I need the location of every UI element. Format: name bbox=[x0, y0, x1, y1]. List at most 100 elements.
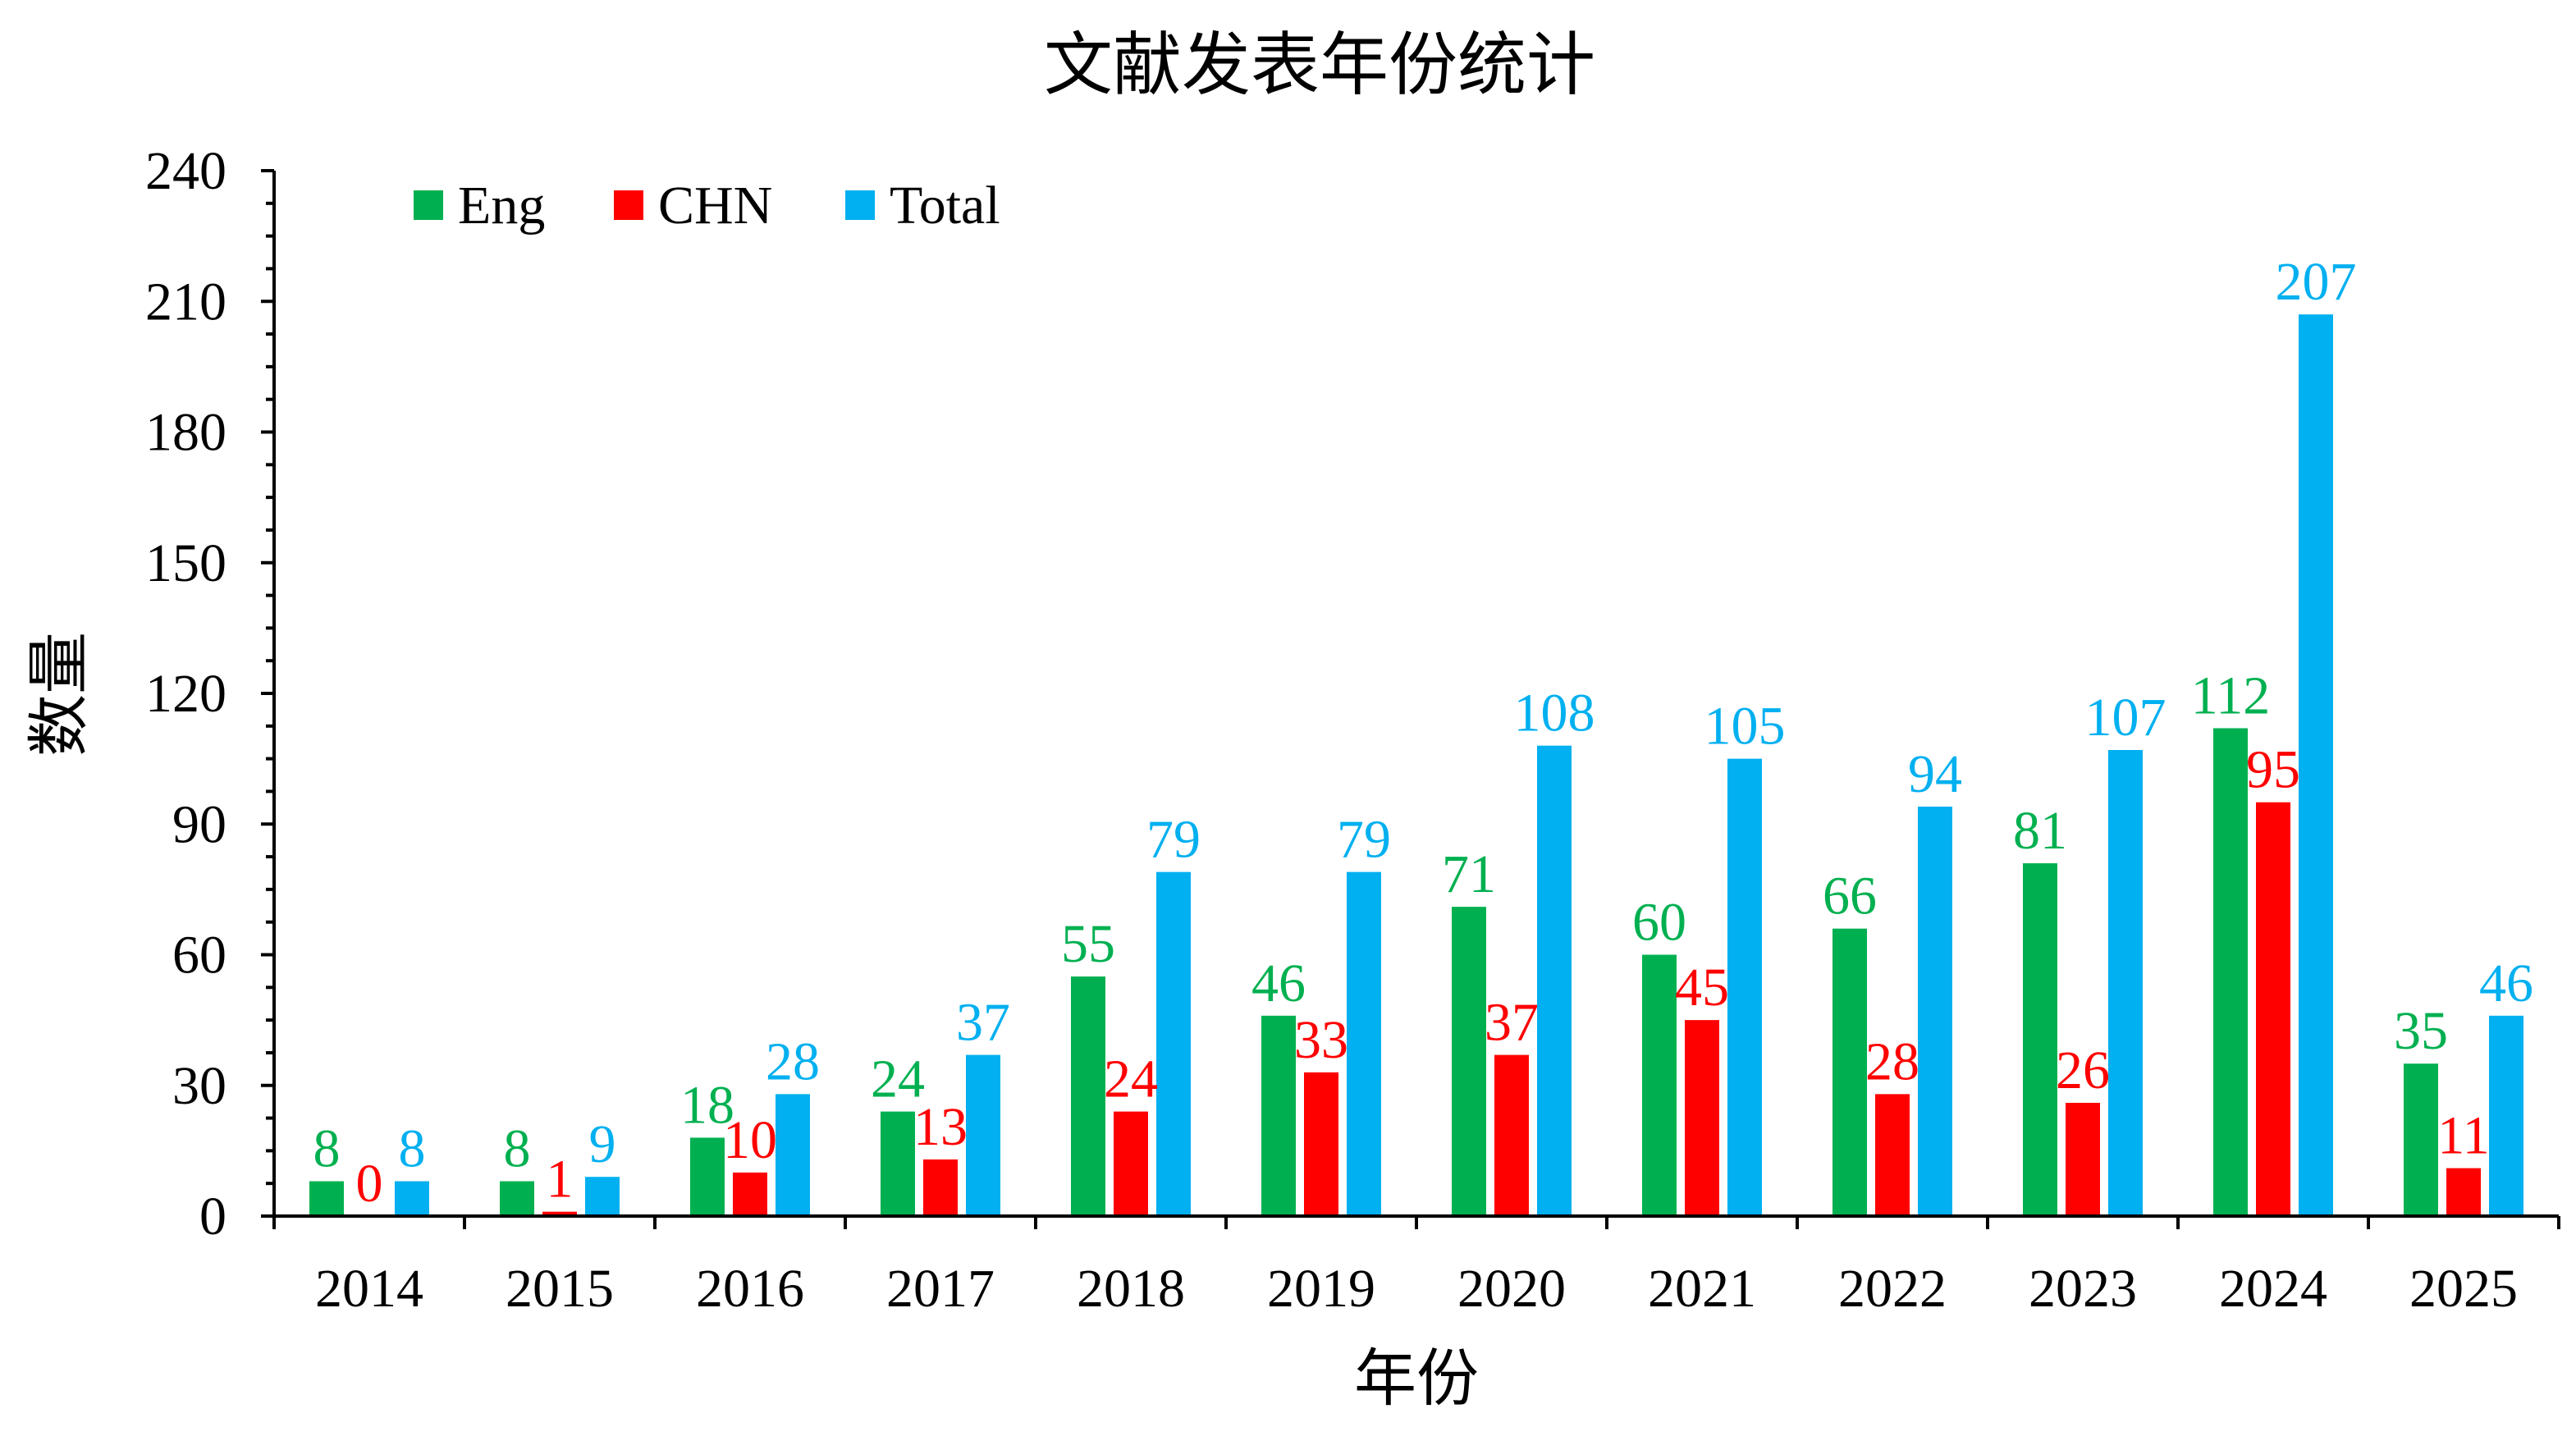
bar-eng-2015 bbox=[500, 1181, 534, 1216]
x-tick-label-2015: 2015 bbox=[506, 1259, 614, 1319]
x-tick-label-2019: 2019 bbox=[1267, 1259, 1375, 1319]
x-tick-label-2025: 2025 bbox=[2409, 1259, 2518, 1319]
data-label-eng-2024: 112 bbox=[2191, 665, 2271, 725]
bar-eng-2021 bbox=[1642, 954, 1677, 1216]
bar-total-2021 bbox=[1727, 758, 1762, 1216]
bar-eng-2020 bbox=[1452, 907, 1486, 1216]
bar-chn-2017 bbox=[923, 1159, 958, 1216]
x-tick-label-2014: 2014 bbox=[315, 1259, 423, 1319]
bar-eng-2016 bbox=[690, 1137, 725, 1216]
y-tick-label-120: 120 bbox=[145, 664, 226, 724]
data-label-eng-2018: 55 bbox=[1061, 914, 1115, 974]
bars bbox=[309, 314, 2523, 1216]
data-label-chn-2021: 45 bbox=[1675, 958, 1729, 1018]
bar-chn-2024 bbox=[2256, 802, 2290, 1216]
data-label-eng-2014: 8 bbox=[313, 1119, 341, 1179]
data-label-total-2017: 37 bbox=[956, 993, 1010, 1053]
data-label-chn-2014: 0 bbox=[356, 1154, 383, 1214]
chart-title: 文献发表年份统计 bbox=[1044, 28, 1595, 104]
data-label-chn-2015: 1 bbox=[547, 1150, 574, 1210]
y-tick-label-180: 180 bbox=[145, 403, 226, 463]
bar-total-2024 bbox=[2299, 314, 2333, 1216]
x-tick-label-2016: 2016 bbox=[696, 1259, 804, 1319]
bar-chn-2025 bbox=[2446, 1168, 2481, 1216]
x-tick-label-2017: 2017 bbox=[886, 1259, 995, 1319]
legend-swatch-eng bbox=[414, 190, 443, 220]
y-tick-label-0: 0 bbox=[199, 1187, 226, 1246]
data-label-eng-2016: 18 bbox=[680, 1075, 734, 1135]
bar-eng-2022 bbox=[1832, 928, 1867, 1216]
data-label-chn-2022: 28 bbox=[1865, 1031, 1919, 1091]
bar-eng-2018 bbox=[1071, 976, 1105, 1216]
bar-chn-2023 bbox=[2066, 1102, 2100, 1216]
bar-eng-2025 bbox=[2404, 1063, 2438, 1216]
y-ticks: 0 30 60 90 120 150 180 210 240 bbox=[145, 141, 274, 1246]
bar-total-2019 bbox=[1347, 871, 1381, 1216]
legend-label-total: Total bbox=[890, 176, 1000, 236]
bar-chn-2019 bbox=[1304, 1072, 1338, 1216]
data-label-chn-2024: 95 bbox=[2246, 740, 2300, 800]
data-label-chn-2025: 11 bbox=[2437, 1106, 2490, 1166]
y-tick-label-60: 60 bbox=[172, 926, 226, 986]
bar-chn-2018 bbox=[1114, 1111, 1148, 1216]
data-label-total-2018: 79 bbox=[1146, 810, 1201, 870]
bar-eng-2024 bbox=[2213, 728, 2248, 1216]
data-label-chn-2018: 24 bbox=[1104, 1050, 1158, 1109]
bar-total-2015 bbox=[585, 1177, 620, 1216]
legend-swatch-total bbox=[845, 190, 875, 220]
bar-eng-2019 bbox=[1261, 1015, 1296, 1216]
data-label-total-2025: 46 bbox=[2479, 954, 2533, 1013]
data-label-total-2022: 94 bbox=[1908, 744, 1962, 804]
bar-total-2025 bbox=[2489, 1015, 2523, 1216]
x-tick-label-2021: 2021 bbox=[1648, 1259, 1756, 1319]
data-label-total-2019: 79 bbox=[1337, 810, 1391, 870]
bar-total-2023 bbox=[2108, 750, 2143, 1216]
legend-label-eng: Eng bbox=[458, 176, 545, 236]
data-label-eng-2021: 60 bbox=[1632, 893, 1686, 953]
y-tick-label-90: 90 bbox=[172, 794, 226, 854]
bar-chn-2022 bbox=[1875, 1094, 1910, 1216]
data-label-eng-2025: 35 bbox=[2394, 1001, 2448, 1061]
y-tick-label-210: 210 bbox=[145, 272, 226, 332]
data-label-chn-2023: 26 bbox=[2056, 1040, 2110, 1100]
data-label-total-2015: 9 bbox=[589, 1114, 616, 1174]
y-tick-label-240: 240 bbox=[145, 141, 226, 201]
bar-chn-2021 bbox=[1685, 1020, 1719, 1216]
data-label-chn-2019: 33 bbox=[1294, 1010, 1348, 1070]
x-axis-title: 年份 bbox=[1354, 1345, 1479, 1414]
data-label-chn-2020: 37 bbox=[1485, 993, 1539, 1053]
data-label-eng-2019: 46 bbox=[1251, 954, 1306, 1013]
data-label-total-2014: 8 bbox=[399, 1119, 426, 1179]
x-ticks: 2014 2015 2016 2017 2018 2019 2020 2021 2022 2023… bbox=[272, 1216, 2560, 1319]
data-label-eng-2022: 66 bbox=[1823, 867, 1877, 926]
bar-eng-2014 bbox=[309, 1181, 344, 1216]
data-label-total-2020: 108 bbox=[1514, 684, 1595, 743]
y-axis-title: 数量 bbox=[25, 632, 94, 757]
x-tick-label-2022: 2022 bbox=[1838, 1259, 1947, 1319]
x-tick-label-2024: 2024 bbox=[2219, 1259, 2327, 1319]
data-label-total-2024: 207 bbox=[2276, 252, 2357, 312]
bar-total-2017 bbox=[966, 1054, 1000, 1216]
bar-eng-2017 bbox=[881, 1111, 915, 1216]
bar-total-2016 bbox=[776, 1094, 810, 1216]
data-label-eng-2017: 24 bbox=[871, 1050, 925, 1109]
data-label-eng-2015: 8 bbox=[504, 1119, 531, 1179]
bar-chn-2016 bbox=[733, 1172, 767, 1216]
x-tick-label-2023: 2023 bbox=[2029, 1259, 2137, 1319]
y-tick-label-30: 30 bbox=[172, 1056, 226, 1116]
data-label-total-2021: 105 bbox=[1704, 697, 1786, 757]
legend-swatch-chn bbox=[614, 190, 643, 220]
bar-chn-2015 bbox=[542, 1211, 577, 1216]
bar-total-2020 bbox=[1537, 745, 1572, 1216]
bar-chn-2020 bbox=[1494, 1054, 1529, 1216]
x-tick-label-2020: 2020 bbox=[1457, 1259, 1566, 1319]
data-label-eng-2023: 81 bbox=[2013, 801, 2067, 861]
data-label-total-2016: 28 bbox=[766, 1031, 820, 1091]
data-label-total-2023: 107 bbox=[2085, 688, 2166, 748]
y-tick-label-150: 150 bbox=[145, 533, 226, 593]
x-tick-label-2018: 2018 bbox=[1077, 1259, 1185, 1319]
legend-label-chn: CHN bbox=[658, 176, 772, 236]
data-label-eng-2020: 71 bbox=[1442, 844, 1496, 904]
